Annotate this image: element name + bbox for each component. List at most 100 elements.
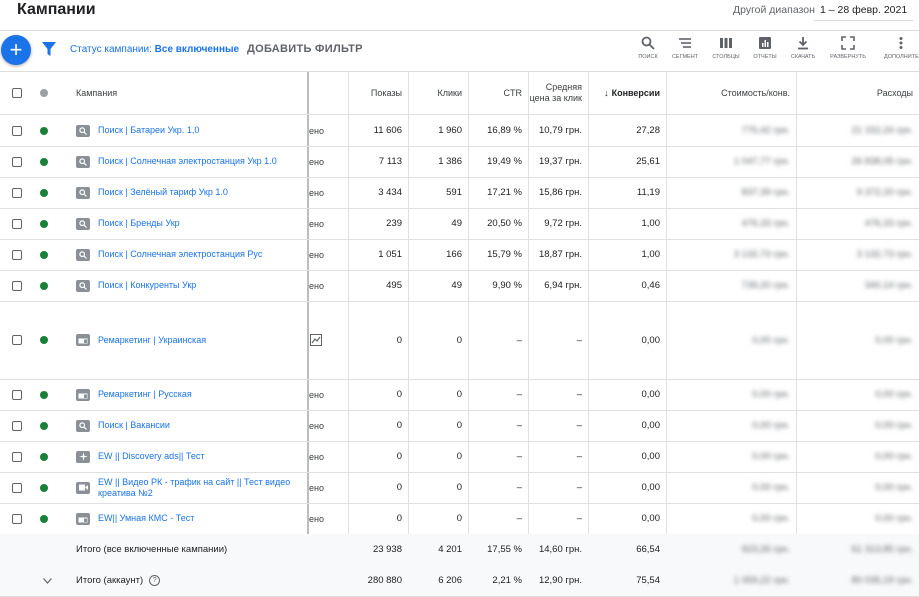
cost-per-conv-cell: 3 132,73 грн. — [733, 249, 790, 260]
campaign-cell: Поиск | Бренды Укр — [76, 208, 302, 239]
column-divider — [468, 72, 469, 594]
select-all-checkbox[interactable] — [12, 88, 22, 98]
more-label: ДОПОЛНИТЕ — [884, 54, 919, 60]
row-checkbox[interactable] — [12, 335, 22, 345]
cost-cell: 21 152,24 грн. — [851, 125, 913, 136]
cost-cell: 0,00 грн. — [875, 482, 913, 493]
impressions-cell: 23 938 — [372, 544, 402, 555]
table-row: EW || Discovery ads|| Тест ено 0 0 – – 0… — [0, 441, 919, 473]
avg-cpc-cell: 9,72 грн. — [544, 218, 582, 229]
campaign-link[interactable]: Поиск | Солнечная электростанция Укр 1.0 — [98, 156, 277, 166]
display-campaign-icon — [76, 334, 90, 346]
top-bar: Кампании Другой диапазон 1 – 28 февр. 20… — [0, 0, 919, 31]
chevron-down-icon[interactable] — [43, 565, 52, 596]
campaign-cell: EW|| Умная КМС - Тест — [76, 503, 302, 534]
row-checkbox[interactable] — [12, 249, 22, 260]
add-campaign-button[interactable]: + — [1, 35, 31, 65]
cost-per-conv-cell: 0,00 грн. — [752, 389, 790, 400]
row-checkbox[interactable] — [12, 513, 22, 524]
status-enabled-icon[interactable] — [40, 188, 48, 197]
column-divider — [588, 72, 589, 594]
status-text-fragment: ено — [309, 156, 324, 167]
date-range-picker[interactable]: 1 – 28 февр. 2021 — [814, 0, 914, 21]
campaign-link[interactable]: Поиск | Солнечная электростанция Рус — [98, 249, 263, 259]
status-filter-chip[interactable]: Статус кампании: Все включенные — [70, 44, 239, 55]
columns-button[interactable]: СТОЛБЦЫ — [703, 36, 749, 66]
header-cost-per-conv[interactable]: Стоимость/конв. — [721, 88, 790, 98]
status-enabled-icon[interactable] — [40, 157, 48, 166]
campaign-link[interactable]: Поиск | Зелёный тариф Укр 1.0 — [98, 187, 228, 197]
table-row: Поиск | Солнечная электростанция Укр 1.0… — [0, 146, 919, 178]
avg-cpc-cell: 14,60 грн. — [538, 544, 582, 555]
search-button[interactable]: ПОИСК — [625, 36, 671, 66]
header-impressions[interactable]: Показы — [370, 88, 402, 98]
row-checkbox[interactable] — [12, 125, 22, 136]
reports-button[interactable]: ОТЧЕТЫ — [742, 36, 788, 66]
campaign-link[interactable]: EW || Discovery ads|| Тест — [98, 451, 205, 461]
row-checkbox[interactable] — [12, 420, 22, 431]
status-enabled-icon[interactable] — [40, 421, 48, 430]
conversions-cell: 0,00 — [641, 389, 661, 400]
avg-cpc-cell: – — [576, 334, 582, 346]
status-enabled-icon[interactable] — [40, 390, 48, 399]
search-campaign-icon — [76, 248, 90, 261]
conversions-cell: 0,46 — [641, 280, 661, 291]
row-checkbox[interactable] — [12, 187, 22, 198]
status-enabled-icon[interactable] — [40, 250, 48, 259]
campaign-link[interactable]: Поиск | Бренды Укр — [98, 218, 180, 228]
row-checkbox[interactable] — [12, 389, 22, 400]
add-filter-button[interactable]: ДОБАВИТЬ ФИЛЬТР — [247, 43, 363, 55]
status-text-fragment: ено — [309, 513, 324, 524]
campaign-cell: Поиск | Зелёный тариф Укр 1.0 — [76, 177, 302, 208]
campaign-cell: Поиск | Конкуренты Укр — [76, 270, 302, 301]
avg-cpc-cell: – — [576, 389, 582, 400]
row-checkbox[interactable] — [12, 451, 22, 462]
conversions-cell: 11,19 — [636, 187, 660, 198]
row-checkbox[interactable] — [12, 280, 22, 291]
status-enabled-icon[interactable] — [40, 483, 48, 492]
filter-icon[interactable] — [42, 42, 56, 56]
header-ctr[interactable]: CTR — [503, 88, 523, 98]
expand-button[interactable]: РАЗВЕРНУТЬ — [825, 36, 871, 66]
segment-button[interactable]: СЕГМЕНТ — [662, 36, 708, 66]
header-conversions[interactable]: ↓ Конверсии — [588, 72, 666, 114]
campaign-link[interactable]: Поиск | Конкуренты Укр — [98, 280, 197, 290]
download-button[interactable]: СКАЧАТЬ — [780, 36, 826, 66]
impressions-cell: 239 — [386, 218, 402, 229]
status-enabled-icon[interactable] — [40, 514, 48, 523]
row-checkbox[interactable] — [12, 482, 22, 493]
help-icon[interactable]: ? — [149, 575, 161, 586]
status-text-fragment: ено — [309, 187, 324, 198]
status-enabled-icon[interactable] — [40, 452, 48, 461]
header-campaign[interactable]: Кампания — [76, 88, 118, 98]
campaign-link[interactable]: EW || Видео РК - трафик на сайт || Тест … — [98, 476, 291, 498]
header-cost[interactable]: Расходы — [876, 88, 913, 98]
campaign-link[interactable]: Ремаркетинг | Русская — [98, 389, 192, 399]
cost-per-conv-cell: 775,42 грн. — [741, 125, 790, 136]
date-range-label[interactable]: Другой диапазон — [733, 4, 815, 16]
status-enabled-icon[interactable] — [40, 219, 48, 228]
row-checkbox[interactable] — [12, 156, 22, 167]
sort-arrow-icon: ↓ — [604, 88, 609, 98]
header-clicks[interactable]: Клики — [437, 88, 463, 98]
status-enabled-icon[interactable] — [40, 281, 48, 290]
status-enabled-icon[interactable] — [40, 336, 48, 344]
campaign-link[interactable]: Поиск | Батареи Укр. 1,0 — [98, 125, 200, 135]
header-avg-cpc[interactable]: Средняя цена за клик — [529, 82, 582, 103]
campaign-link[interactable]: Ремаркетинг | Украинская — [98, 334, 207, 345]
table-row: EW || Видео РК - трафик на сайт || Тест … — [0, 472, 919, 504]
conversions-cell: 27,28 — [636, 125, 660, 136]
conversions-cell: 66,54 — [636, 544, 660, 555]
impressions-cell: 0 — [396, 334, 402, 346]
campaign-link[interactable]: Поиск | Вакансии — [98, 420, 170, 430]
campaign-link[interactable]: EW|| Умная КМС - Тест — [98, 513, 195, 523]
table-row: Поиск | Солнечная электростанция Рус ено… — [0, 239, 919, 271]
chart-icon[interactable] — [310, 301, 322, 379]
clicks-cell: 166 — [446, 249, 462, 260]
row-checkbox[interactable] — [12, 218, 22, 229]
columns-label: СТОЛБЦЫ — [712, 54, 740, 60]
more-button[interactable]: ДОПОЛНИТЕ — [882, 36, 919, 66]
display-campaign-icon — [76, 388, 90, 401]
status-enabled-icon[interactable] — [40, 126, 48, 135]
status-text-fragment: ено — [309, 249, 324, 260]
